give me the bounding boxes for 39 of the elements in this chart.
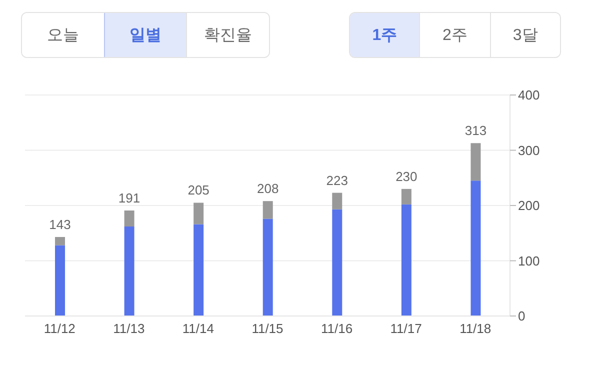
y-tick-label: 200 xyxy=(518,198,540,214)
bar xyxy=(262,201,273,219)
text: 확진율 xyxy=(186,13,270,57)
y-tick-label: 400 xyxy=(518,88,540,103)
text: 오늘 xyxy=(22,13,104,57)
text: 3달 xyxy=(490,13,560,57)
bar xyxy=(401,204,412,316)
x-tick-label: 11/17 xyxy=(390,321,422,336)
text: 1주 xyxy=(350,13,420,57)
bar xyxy=(401,188,412,204)
bar xyxy=(55,236,65,246)
bar xyxy=(124,226,134,316)
bar xyxy=(470,143,481,181)
bar xyxy=(262,218,273,316)
x-tick-label: 11/15 xyxy=(252,321,284,336)
total-label: 208 xyxy=(257,181,279,196)
y-tick-label: 0 xyxy=(518,308,526,324)
total-label: 313 xyxy=(464,123,487,138)
y-tick-label: 100 xyxy=(518,253,540,268)
x-tick-label: 11/16 xyxy=(320,321,353,336)
x-tick-label: 11/18 xyxy=(460,321,492,336)
bar xyxy=(332,209,342,316)
y-tick-label: 300 xyxy=(518,142,540,158)
bar xyxy=(55,245,65,316)
bar xyxy=(332,192,342,210)
total-label: 205 xyxy=(188,182,210,198)
bar xyxy=(194,224,204,316)
x-tick-label: 11/14 xyxy=(182,321,214,336)
total-label: 223 xyxy=(326,172,348,188)
total-label: 191 xyxy=(118,190,140,206)
x-tick-label: 11/12 xyxy=(44,321,76,336)
bar xyxy=(124,210,134,226)
bar xyxy=(194,202,204,224)
x-tick-label: 11/13 xyxy=(113,321,145,336)
text: 2주 xyxy=(419,13,490,57)
total-label: 143 xyxy=(49,216,71,232)
total-label: 230 xyxy=(396,168,418,184)
text: 일별 xyxy=(104,13,186,57)
bar xyxy=(470,180,481,316)
